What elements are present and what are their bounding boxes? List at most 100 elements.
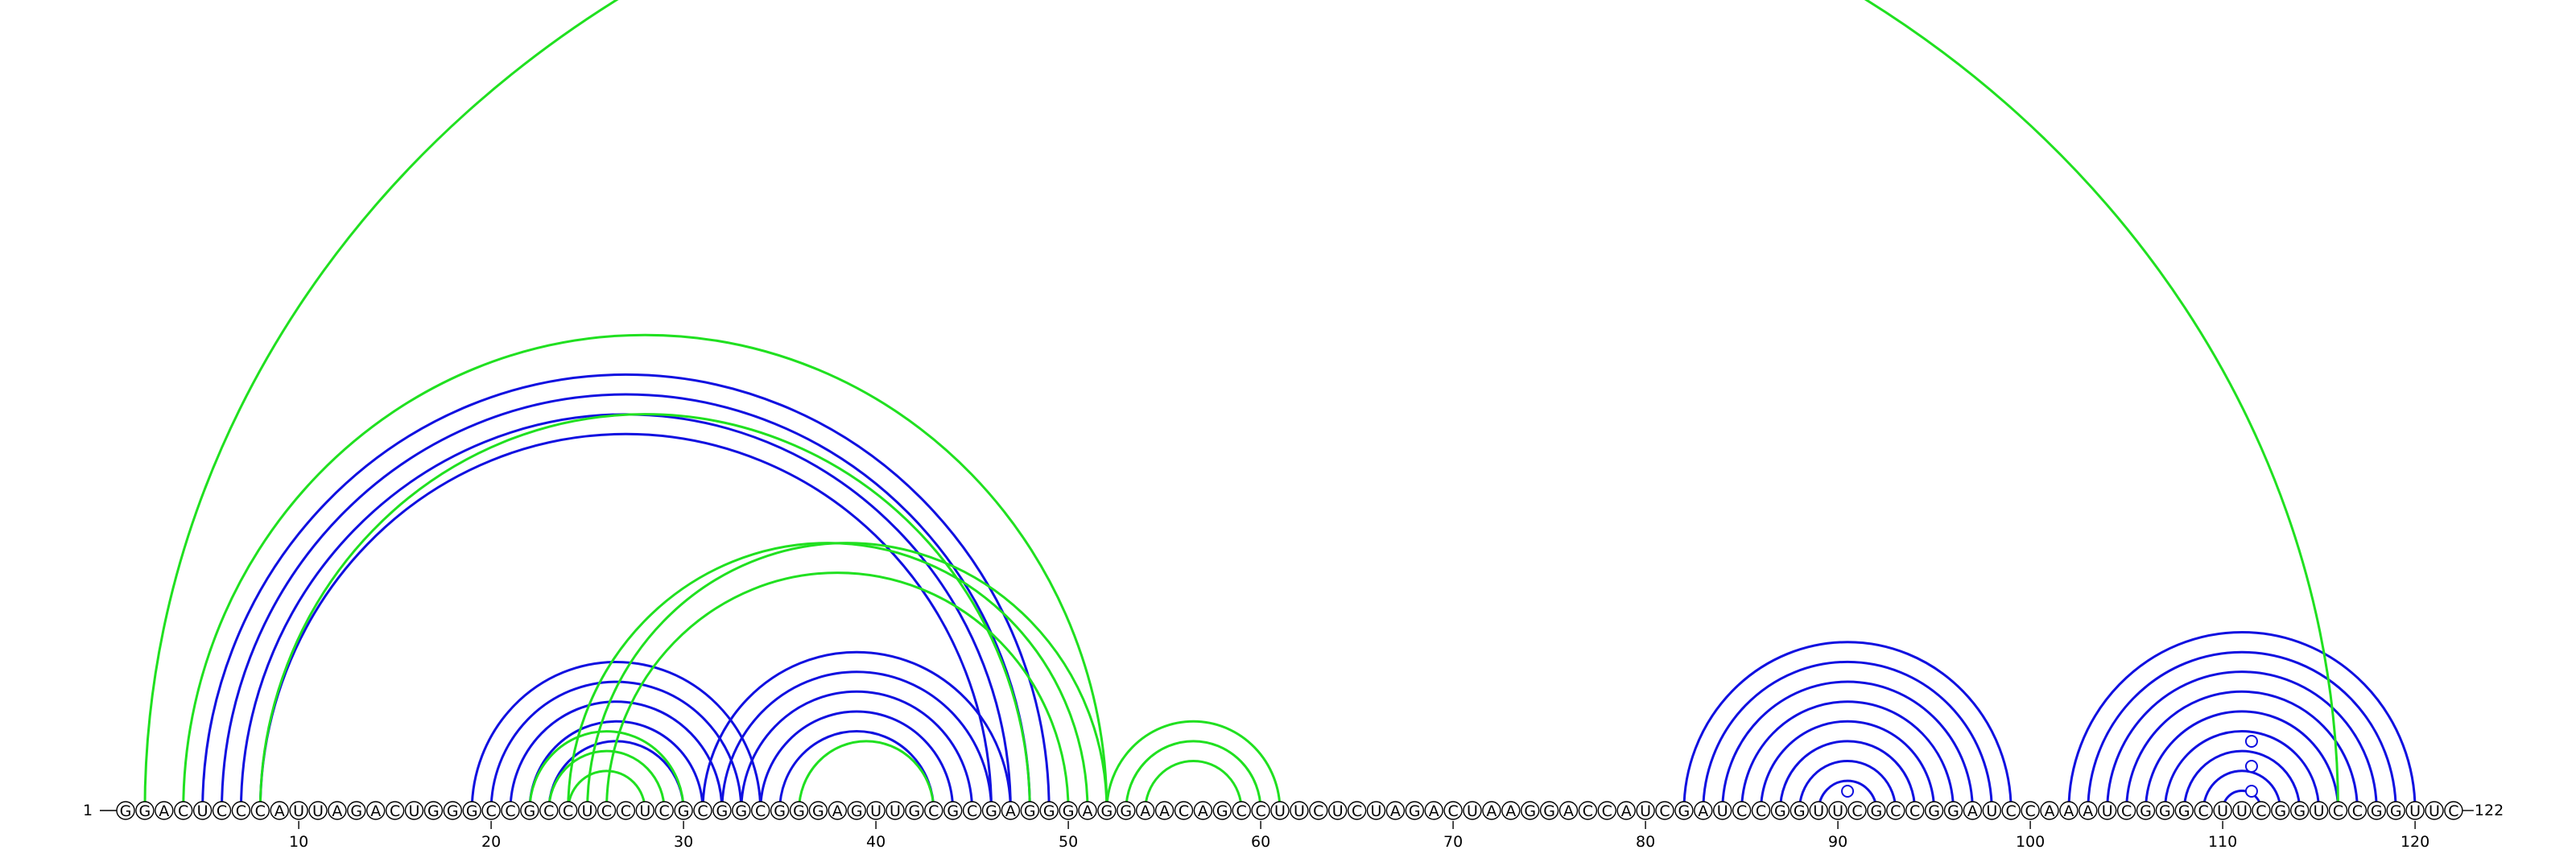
nucleotide-letter: C [1352, 802, 1362, 820]
nucleotide-circle [1655, 801, 1674, 820]
nucleotide: A [2079, 801, 2098, 820]
nucleotide-letter: G [2140, 802, 2152, 820]
nucleotide-circle [886, 801, 905, 820]
nucleotide-circle [423, 801, 444, 820]
nucleotide-circle [2347, 801, 2368, 820]
nucleotide-letter: G [1043, 802, 1055, 820]
nucleotide-letter: G [1928, 802, 1940, 820]
nucleotide-circle [1212, 801, 1232, 820]
nucleotide-letter: G [1794, 802, 1806, 820]
nucleotide-letter: A [1198, 802, 1208, 820]
nucleotide-circle [2367, 801, 2387, 820]
nucleotide: C [173, 801, 193, 820]
nucleotide: C [2328, 801, 2348, 820]
nucleotide-circle [1424, 801, 1443, 820]
nucleotide: U [308, 801, 328, 820]
nucleotide-letter: C [255, 802, 266, 820]
nucleotide-circle [1039, 801, 1059, 820]
nucleotide-letter: G [985, 802, 997, 820]
nucleotide-circle [1059, 801, 1078, 820]
nucleotide: A [1558, 801, 1579, 820]
nucleotide-circle [962, 801, 982, 820]
nucleotide-letter: G [1024, 802, 1036, 820]
nucleotide: G [462, 801, 481, 820]
nucleotide-circle [2213, 801, 2232, 820]
nucleotide-letter: C [563, 802, 573, 820]
nucleotide: G [423, 801, 444, 820]
nucleotide: U [1828, 801, 1847, 820]
nucleotide-circle [135, 801, 155, 820]
nucleotide-circle [2155, 801, 2175, 820]
nucleotide: G [732, 801, 751, 820]
nucleotide-circle [924, 801, 943, 820]
nucleotide-letter: G [2293, 802, 2306, 820]
nucleotide-letter: G [1947, 802, 1959, 820]
nucleotide-letter: G [774, 802, 786, 820]
nucleotide: G [1097, 801, 1117, 820]
nucleotide: U [577, 801, 597, 820]
nucleotide-circle [1193, 801, 1213, 820]
nucleotide: U [289, 801, 308, 820]
nucleotide-circle [308, 801, 328, 820]
nucleotide-circle [481, 801, 501, 820]
nucleotide: C [1886, 801, 1905, 820]
base-pair-arc-blue [2067, 631, 2417, 811]
nucleotide-circle [847, 801, 866, 820]
nucleotide-circle [712, 801, 732, 820]
nucleotide-circle [2444, 801, 2463, 820]
nucleotide: C [231, 801, 251, 820]
nucleotide-letter: G [947, 802, 959, 820]
nucleotide-letter: A [159, 802, 169, 820]
nucleotide-letter: C [2025, 802, 2035, 820]
nucleotide-circle [1694, 801, 1713, 820]
nucleotide-letter: U [197, 802, 208, 820]
nucleotide-circle [981, 801, 1001, 820]
nucleotide: U [1982, 801, 2002, 820]
nucleotide: G [1405, 801, 1425, 820]
nucleotide-circle [808, 801, 828, 820]
nucleotide: U [2425, 801, 2444, 820]
nucleotide: U [2213, 801, 2232, 820]
axis-tick-label: 70 [1443, 833, 1463, 851]
nucleotide-letter: C [967, 802, 977, 820]
base-pair-arc-blue [1702, 660, 1993, 811]
nucleotide: G [1867, 801, 1886, 820]
nucleotide-letter: U [2102, 802, 2113, 820]
nucleotide: C [2116, 801, 2136, 820]
nucleotide-circle [173, 801, 193, 820]
base-pair-arc-blue [720, 670, 993, 811]
nucleotide-letter: C [1756, 802, 1766, 820]
nucleotide-circle [2001, 801, 2021, 820]
nucleotide-circle [404, 801, 424, 820]
nucleotide-letter: U [2236, 802, 2248, 820]
nucleotide-circle [2232, 801, 2252, 820]
nucleotide-letter: U [409, 802, 420, 820]
nucleotide-letter: C [1179, 802, 1189, 820]
nucleotide-circle [1309, 801, 1328, 820]
axis-tick-label: 60 [1251, 833, 1270, 851]
base-pair-arc-green [143, 0, 2339, 811]
nucleotide-circle [462, 801, 481, 820]
nucleotide: G [2386, 801, 2405, 820]
base-pair-arc-blue [509, 700, 724, 811]
base-pair-arc-blue [1798, 759, 1897, 811]
nucleotide-letter: U [1986, 802, 1997, 820]
base-pair-arc-blue [1740, 700, 1955, 811]
nucleotide-letter: U [1294, 802, 1305, 820]
base-pair-arc-blue [2106, 670, 2378, 811]
nucleotide: G [1212, 801, 1232, 820]
pair-marker [2244, 785, 2258, 798]
nucleotide: C [2021, 801, 2040, 820]
nucleotide-letter: A [1698, 802, 1708, 820]
nucleotide-circle [1751, 801, 1771, 820]
nucleotide-letter: C [2333, 802, 2343, 820]
nucleotide: C [1251, 801, 1270, 820]
nucleotide-circle [2059, 801, 2079, 820]
nucleotide-circle [1385, 801, 1406, 820]
nucleotide-letter: A [2083, 802, 2093, 820]
nucleotide-circle [1482, 801, 1501, 820]
nucleotide: U [192, 801, 213, 820]
nucleotide-circle [1539, 801, 1559, 820]
nucleotide-letter: U [2217, 802, 2228, 820]
axis-tick-label: 110 [2208, 833, 2237, 851]
